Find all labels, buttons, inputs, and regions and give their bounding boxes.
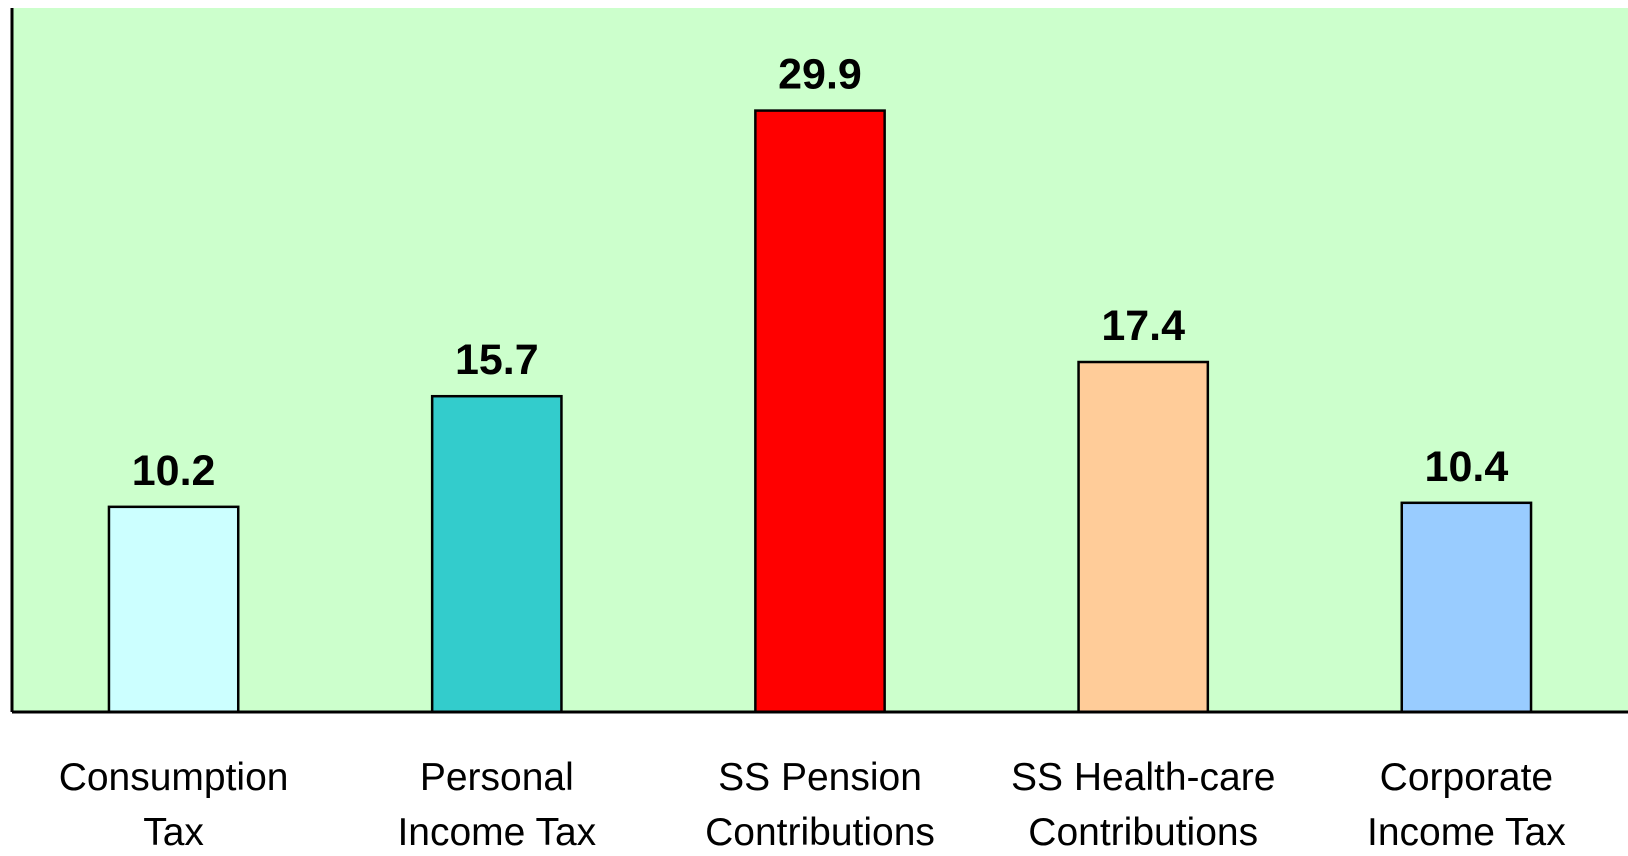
- x-tick-label: Consumption Tax: [58, 756, 289, 854]
- bar: [430, 394, 563, 714]
- x-tick-label: Personal Income Tax: [397, 756, 597, 854]
- bar: [107, 505, 240, 714]
- bar: [1400, 501, 1533, 714]
- x-tick-label: Corporate Income Tax: [1367, 756, 1566, 854]
- value-label: 17.4: [1101, 302, 1185, 350]
- bar: [1077, 360, 1210, 714]
- value-label: 15.7: [455, 336, 539, 384]
- value-label: 10.4: [1425, 443, 1509, 491]
- x-tick-label: SS Pension Contributions: [705, 756, 935, 854]
- x-tick-label: SS Health-care Contributions: [1010, 756, 1276, 854]
- value-label: 29.9: [778, 51, 862, 99]
- value-label: 10.2: [132, 447, 216, 495]
- bar: [754, 109, 886, 714]
